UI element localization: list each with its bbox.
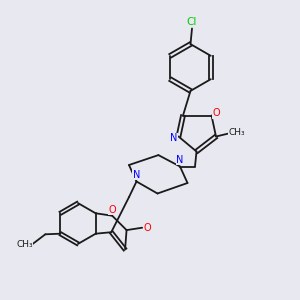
Text: Cl: Cl <box>187 17 197 27</box>
Text: CH₃: CH₃ <box>229 128 245 137</box>
Text: O: O <box>109 205 117 215</box>
Text: O: O <box>213 108 220 118</box>
Text: CH₃: CH₃ <box>16 240 33 249</box>
Text: N: N <box>133 170 140 180</box>
Text: O: O <box>143 223 151 233</box>
Text: N: N <box>170 133 177 143</box>
Text: N: N <box>176 155 184 165</box>
